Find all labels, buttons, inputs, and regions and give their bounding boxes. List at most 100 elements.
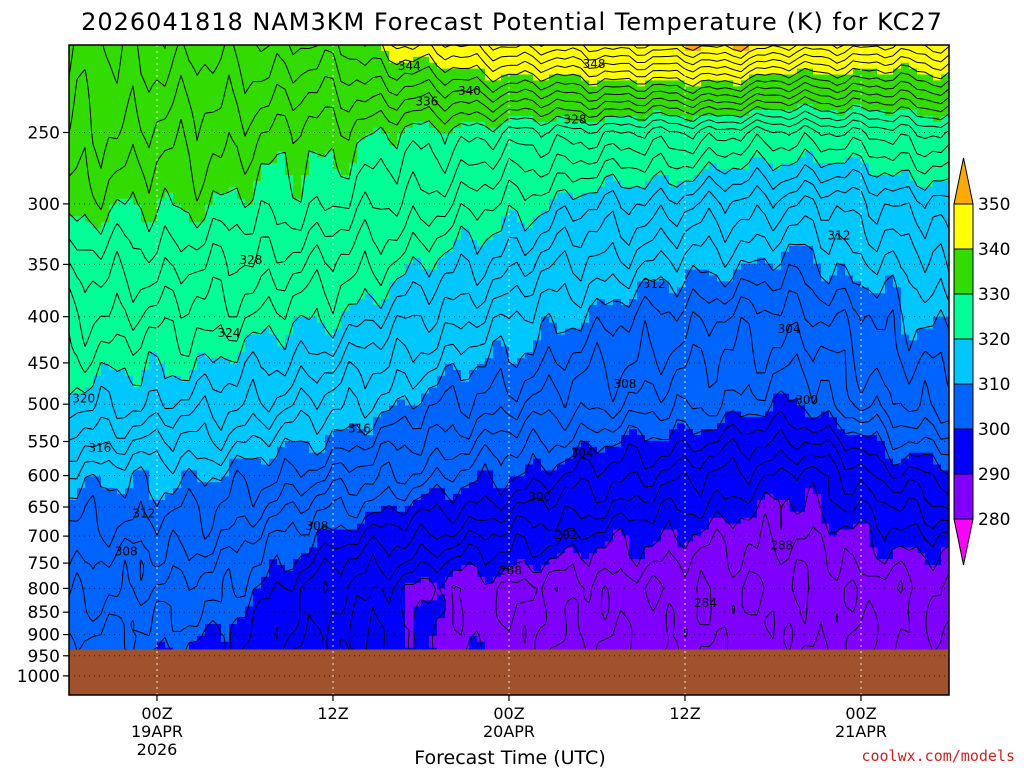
fill-cell: [581, 322, 902, 330]
fill-cell: [357, 157, 750, 164]
fill-cell: [421, 576, 430, 584]
fill-cell: [877, 547, 894, 554]
fill-cell: [373, 127, 382, 135]
fill-cell: [285, 157, 310, 164]
fill-cell: [69, 68, 486, 76]
fill-cell: [221, 635, 230, 643]
fill-cell: [381, 127, 406, 135]
fill-cell: [69, 222, 94, 229]
fill-cell: [149, 352, 158, 359]
fill-cell: [293, 192, 302, 200]
fill-cell: [621, 435, 646, 442]
fill-cell: [141, 381, 438, 389]
fill-cell: [277, 151, 286, 158]
colorbar-label: 320: [978, 330, 1010, 350]
contour-label: 308: [613, 377, 636, 391]
x-tick-label: 00Z: [493, 704, 524, 723]
fill-cell: [189, 370, 446, 377]
fill-cell: [685, 269, 710, 277]
fill-cell: [69, 305, 350, 312]
fill-cell: [69, 228, 462, 235]
fill-cell: [437, 62, 902, 70]
fill-cell: [357, 523, 710, 531]
fill-cell: [869, 529, 949, 537]
y-tick-label: 250: [28, 124, 60, 144]
fill-cell: [645, 553, 878, 560]
fill-cell: [245, 346, 494, 353]
fill-cell: [253, 594, 406, 602]
fill-cell: [773, 405, 806, 412]
fill-cell: [501, 222, 526, 229]
fill-cell: [845, 269, 949, 277]
fill-cell: [325, 151, 334, 158]
x-tick-label: 12Z: [669, 704, 700, 723]
fill-cell: [933, 458, 949, 466]
fill-cell: [885, 452, 910, 460]
fill-cell: [205, 210, 510, 217]
fill-cell: [549, 316, 590, 324]
fill-cell: [405, 641, 414, 649]
y-tick-label: 700: [28, 527, 60, 547]
fill-cell: [413, 635, 430, 643]
fill-cell: [509, 565, 534, 572]
fill-cell: [69, 511, 366, 519]
fill-cell: [893, 547, 918, 554]
fill-cell: [101, 482, 134, 489]
fill-cell: [709, 517, 726, 525]
x-tick-label: 20APR: [483, 722, 535, 741]
fill-cell: [413, 624, 438, 631]
fill-cell: [69, 346, 246, 353]
fill-cell: [821, 263, 838, 271]
fill-cell: [181, 204, 206, 212]
fill-cell: [453, 245, 790, 253]
fill-cell: [685, 281, 862, 288]
fill-cell: [421, 600, 446, 607]
fill-cell: [309, 547, 566, 554]
fill-cell: [245, 606, 406, 613]
fill-cell: [69, 375, 94, 383]
fill-cell: [261, 576, 422, 584]
y-tick-label: 800: [28, 579, 60, 599]
fill-cell: [405, 635, 414, 643]
fill-cell: [437, 594, 446, 602]
fill-cell: [853, 104, 862, 111]
fill-cell: [605, 541, 630, 548]
fill-cell: [69, 476, 86, 483]
fill-cell: [285, 151, 310, 158]
colorbar-label: 340: [978, 240, 1010, 260]
fill-cell: [69, 204, 110, 212]
fill-cell: [461, 565, 478, 572]
contour-label: 312: [828, 228, 851, 242]
fill-cell: [485, 358, 510, 365]
fill-cell: [389, 281, 638, 288]
fill-cell: [149, 476, 182, 483]
contour-line-322: [69, 132, 949, 373]
fill-cell: [277, 334, 286, 342]
fill-cell: [525, 352, 949, 359]
fill-cell: [533, 565, 542, 572]
fill-cell: [117, 488, 126, 495]
fill-cell: [69, 56, 390, 64]
fill-cell: [485, 74, 502, 82]
fill-cell: [909, 175, 949, 182]
fill-cell: [541, 328, 558, 336]
fill-cell: [197, 364, 446, 371]
fill-cell: [541, 210, 949, 217]
fill-cell: [325, 328, 334, 336]
fill-cell: [413, 257, 422, 265]
fill-cell: [429, 576, 446, 584]
fill-cell: [101, 222, 502, 229]
y-tick-label: 300: [28, 195, 60, 215]
fill-cell: [917, 328, 949, 336]
chart-title: 2026041818 NAM3KM Forecast Potential Tem…: [81, 8, 943, 36]
fill-cell: [485, 576, 494, 584]
fill-cell: [661, 110, 750, 117]
fill-cell: [133, 482, 150, 489]
fill-cell: [469, 228, 502, 235]
fill-cell: [277, 446, 310, 454]
contour-line-302: [69, 353, 949, 654]
fill-cell: [133, 375, 142, 383]
x-tick-label: 00Z: [845, 704, 876, 723]
fill-cell: [69, 210, 110, 217]
fill-cell: [149, 482, 182, 489]
